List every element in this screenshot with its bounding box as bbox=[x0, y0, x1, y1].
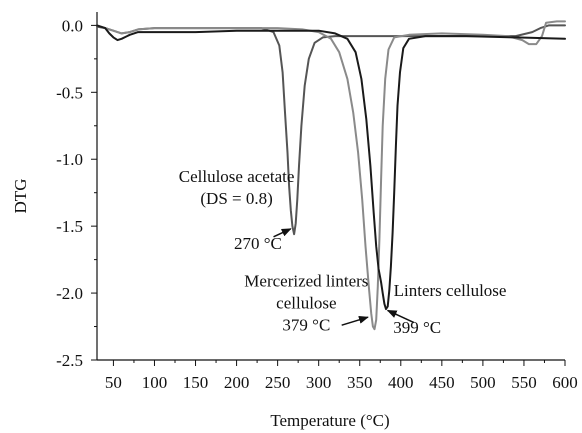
y-tick-label: -1.5 bbox=[56, 217, 83, 236]
y-tick-label: -2.0 bbox=[56, 284, 83, 303]
x-tick-label: 300 bbox=[306, 373, 332, 392]
x-tick-label: 50 bbox=[105, 373, 122, 392]
x-tick-label: 100 bbox=[142, 373, 168, 392]
annotation-text: Mercerized linters bbox=[244, 271, 368, 290]
annotation-text: Linters cellulose bbox=[394, 281, 507, 300]
x-tick-label: 400 bbox=[388, 373, 414, 392]
annotation-text: cellulose bbox=[276, 293, 336, 312]
x-tick-label: 600 bbox=[552, 373, 578, 392]
annotation-arrow bbox=[341, 315, 369, 326]
y-axis-title: DTG bbox=[11, 179, 30, 214]
x-tick-label: 200 bbox=[224, 373, 250, 392]
annotation-text: 270 °C bbox=[234, 234, 282, 253]
annotation-layer: Cellulose acetate (DS = 0.8) 270 °C Merceri… bbox=[179, 167, 507, 337]
annotation-text: 399 °C bbox=[393, 318, 441, 337]
annotation-arrow bbox=[386, 309, 415, 324]
annotation-text: (DS = 0.8) bbox=[200, 189, 272, 208]
x-tick-label: 450 bbox=[429, 373, 455, 392]
series-line-1 bbox=[96, 24, 566, 236]
x-tick-label: 350 bbox=[347, 373, 373, 392]
y-tick-label: 0.0 bbox=[62, 16, 83, 35]
y-tick-label: -1.0 bbox=[56, 150, 83, 169]
y-tick-label: -0.5 bbox=[56, 83, 83, 102]
annotation-arrow bbox=[273, 228, 292, 238]
annotation-text: Cellulose acetate bbox=[179, 167, 295, 186]
x-tick-label: 500 bbox=[470, 373, 496, 392]
axes: 50 100 150 200 250 300 350 400 450 500 550 600 0.0 -0… bbox=[56, 12, 578, 392]
x-tick-label: 250 bbox=[265, 373, 291, 392]
y-tick-label: -2.5 bbox=[56, 351, 83, 370]
x-tick-label: 550 bbox=[511, 373, 537, 392]
x-axis-title: Temperature (°C) bbox=[270, 411, 389, 430]
annotation-text: 379 °C bbox=[282, 315, 330, 334]
series-line-3 bbox=[96, 24, 566, 311]
series-layer bbox=[96, 20, 566, 331]
x-tick-label: 150 bbox=[183, 373, 209, 392]
